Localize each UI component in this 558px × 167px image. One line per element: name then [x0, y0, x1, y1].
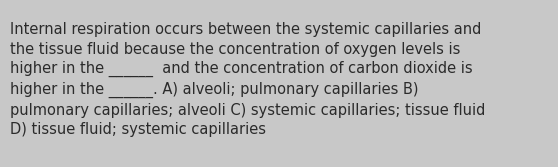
Text: Internal respiration occurs between the systemic capillaries and
the tissue flui: Internal respiration occurs between the …: [10, 22, 485, 137]
